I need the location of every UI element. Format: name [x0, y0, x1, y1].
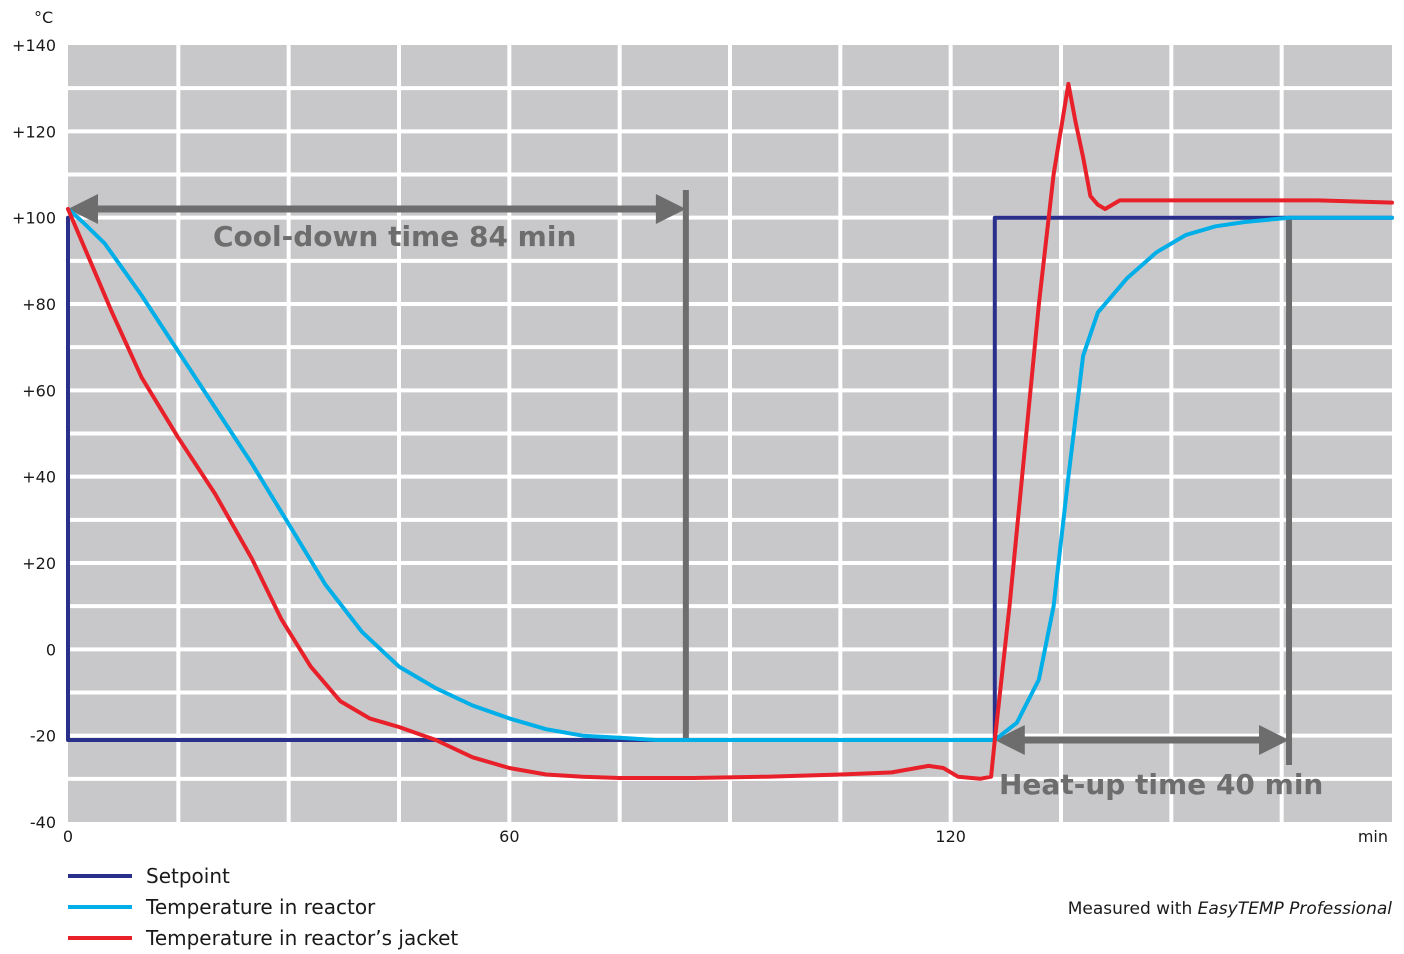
legend-label: Temperature in reactor’s jacket: [146, 925, 459, 950]
grid-lines: [68, 45, 1392, 822]
measurement-note: Measured with EasyTEMP Professional: [1068, 899, 1392, 919]
annotation-labels: Cool-down time 84 min Heat-up time 40 min: [213, 220, 1323, 801]
heatup-label: Heat-up time 40 min: [999, 768, 1323, 801]
arrowhead-left: [68, 194, 98, 225]
annotations: [68, 190, 1293, 765]
setpoint-line: [66, 215, 1394, 742]
x-tick-label: 0: [63, 827, 73, 846]
y-tick-label: -40: [30, 813, 56, 832]
legend-label: Temperature in reactor: [146, 894, 376, 919]
y-tick-label: +60: [22, 381, 56, 400]
reactor-temperature-line: [66, 207, 1394, 742]
x-tick-label: 60: [499, 827, 519, 846]
y-tick-label: -20: [30, 727, 56, 746]
arrowhead-right: [655, 194, 686, 225]
y-tick-label: +140: [12, 36, 56, 55]
legend-label: Setpoint: [146, 863, 230, 888]
cooldown-label: Cool-down time 84 min: [213, 220, 576, 253]
product-name: EasyTEMP Professional: [1197, 899, 1392, 919]
y-tick-label: +100: [12, 209, 56, 228]
y-axis-unit: °C: [34, 8, 53, 27]
y-tick-label: 0: [46, 640, 56, 659]
x-axis-ticks: 0 60 120: [63, 827, 966, 846]
legend-item-setpoint: Setpoint: [68, 860, 458, 891]
arrowhead-right: [1259, 724, 1290, 755]
y-axis-ticks: +140 +120 +100 +80 +60 +40 +20 0 -20 -40: [12, 36, 56, 832]
y-tick-label: +120: [12, 122, 56, 141]
x-axis-unit: min: [1358, 827, 1388, 846]
y-tick-label: +80: [22, 295, 56, 314]
legend-swatch: [68, 904, 132, 909]
arrowhead-left: [994, 724, 1025, 755]
legend-swatch: [68, 873, 132, 878]
x-tick-label: 120: [935, 827, 966, 846]
temperature-chart: +140 +120 +100 +80 +60 +40 +20 0 -20 -40 0 60 120 °…: [12, 8, 1394, 846]
legend: Setpoint Temperature in reactor Temperat…: [68, 860, 458, 953]
series-lines: [66, 81, 1394, 781]
jacket-temperature-line: [66, 81, 1394, 781]
note-prefix: Measured with: [1067, 899, 1198, 919]
legend-swatch: [68, 935, 132, 940]
legend-item-reactor: Temperature in reactor: [68, 891, 458, 922]
y-tick-label: +40: [22, 468, 56, 487]
y-tick-label: +20: [22, 554, 56, 573]
legend-item-jacket: Temperature in reactor’s jacket: [68, 922, 458, 953]
